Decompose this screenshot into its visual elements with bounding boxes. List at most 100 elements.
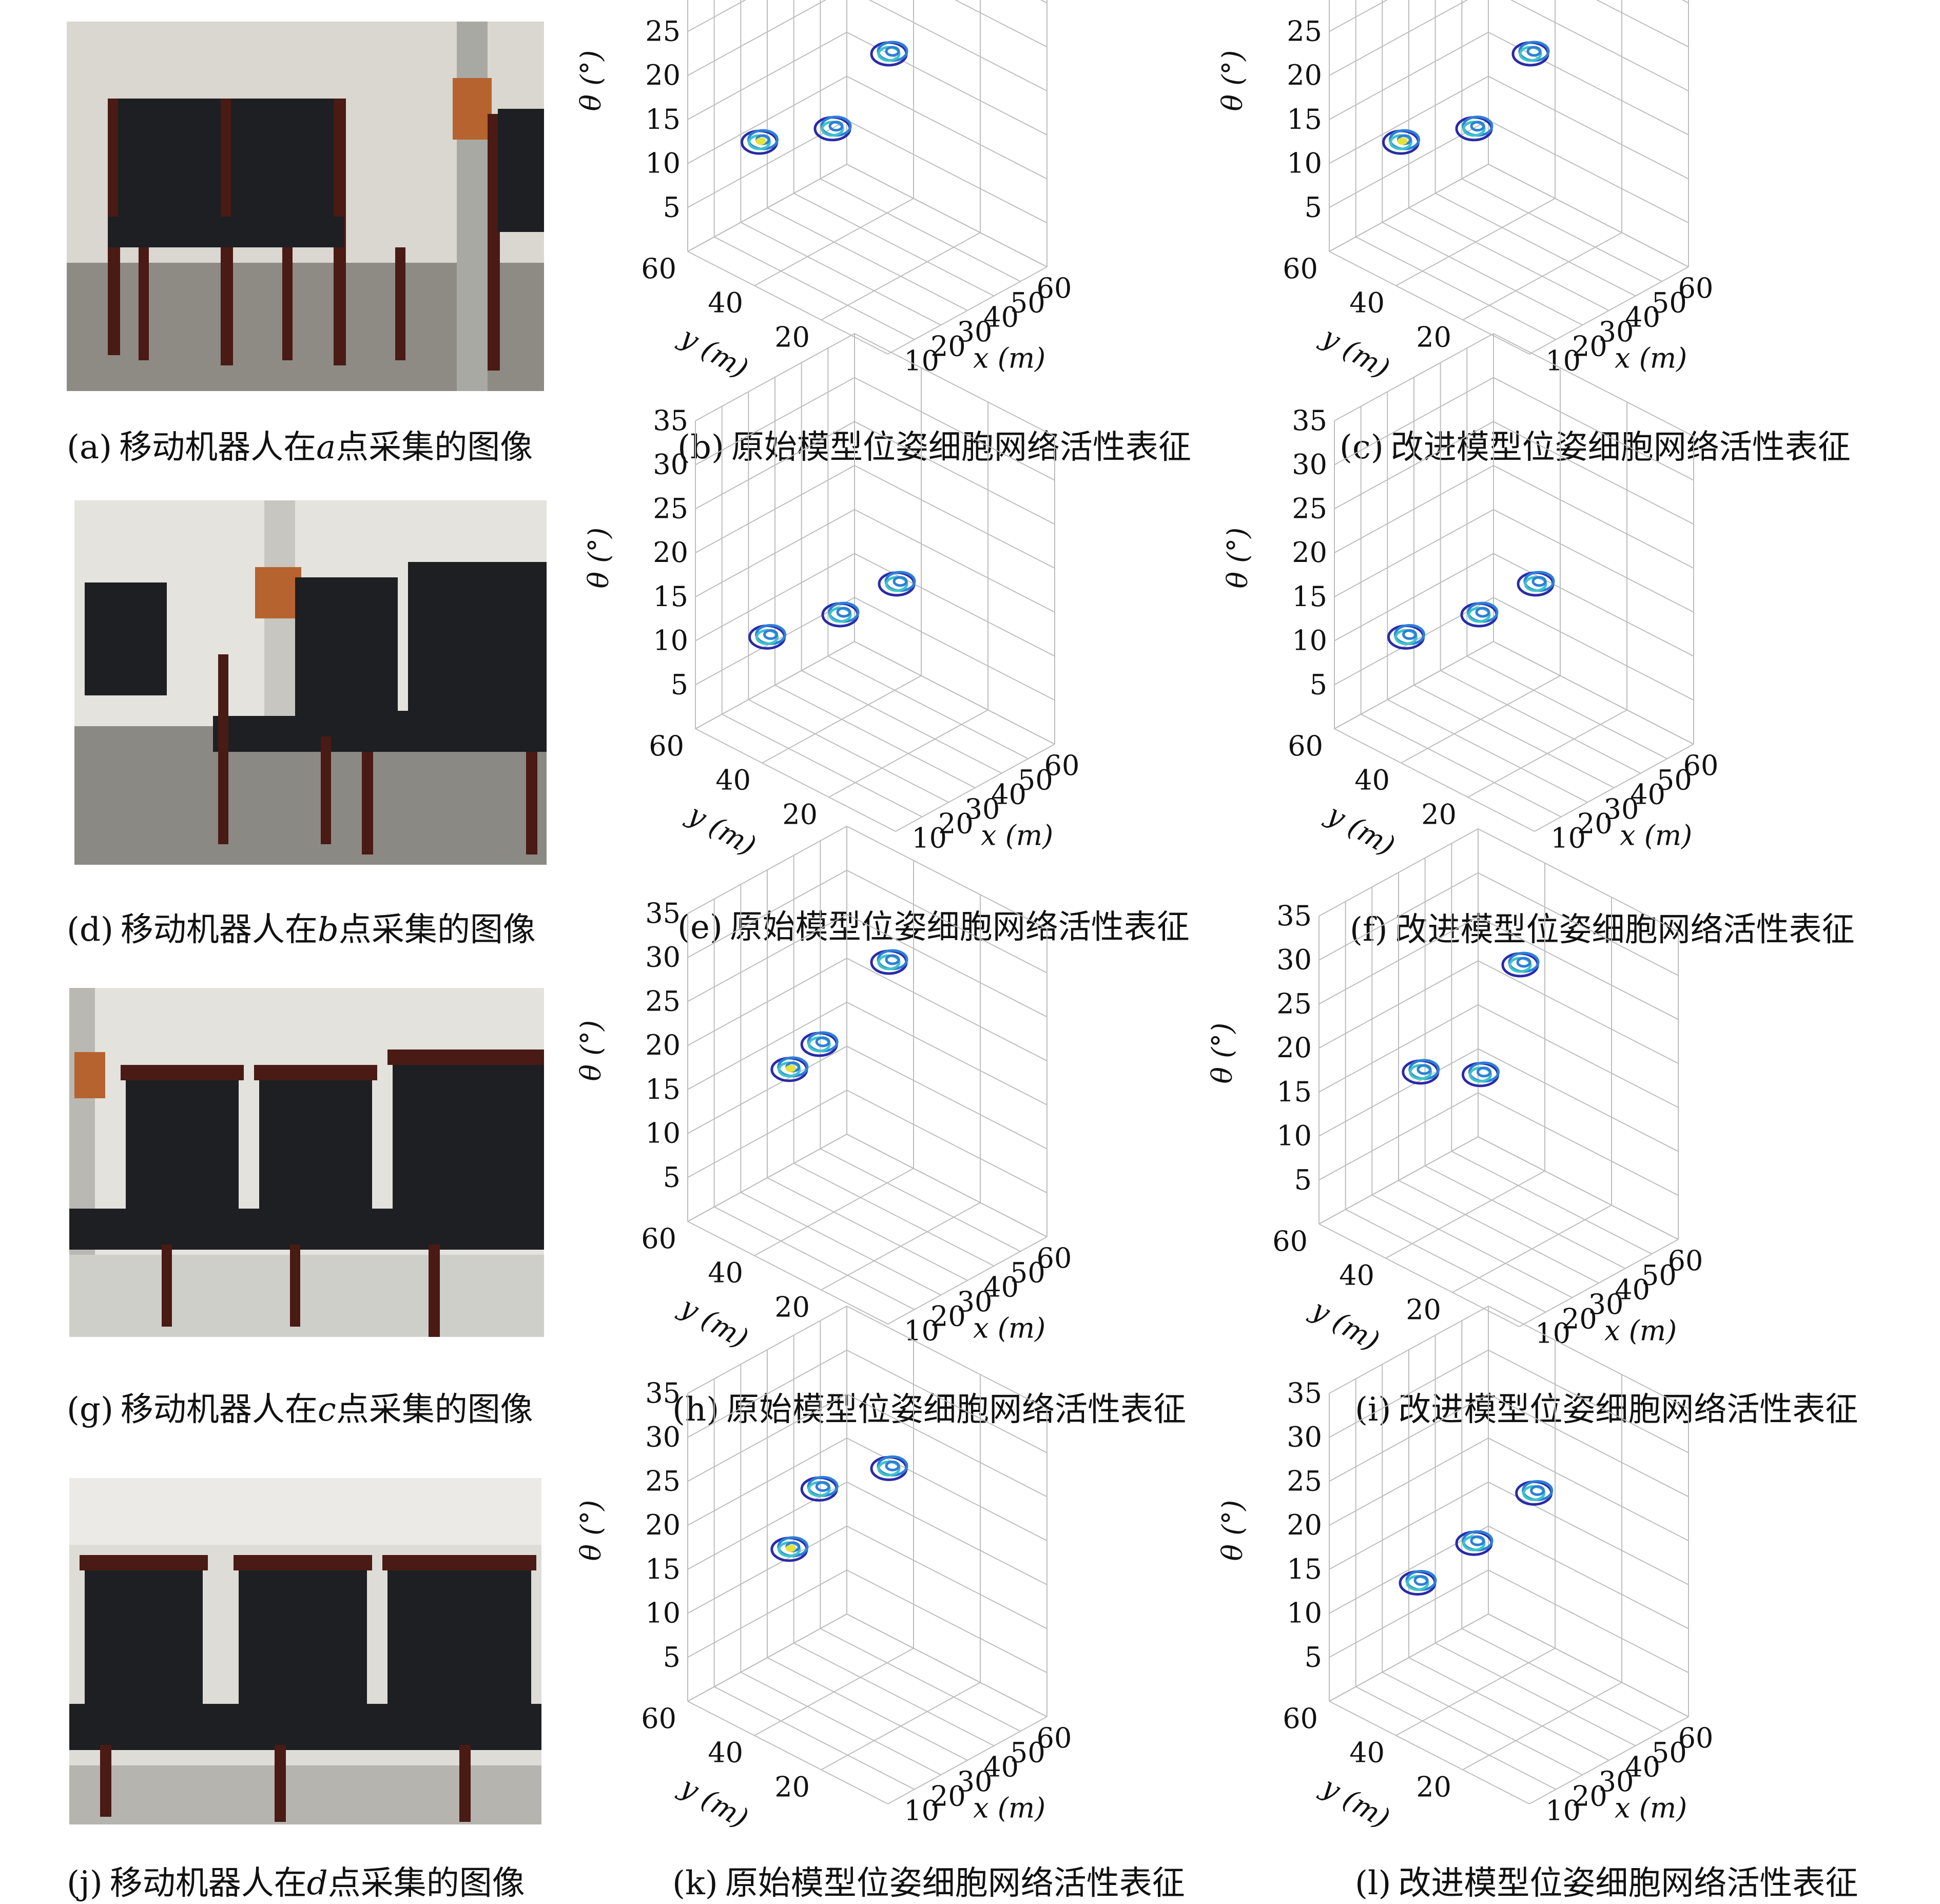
grid-line — [687, 869, 847, 958]
x-tick-label: 60 — [1037, 1242, 1072, 1274]
x-tick-label: 40 — [1625, 1751, 1660, 1783]
grid-line — [687, 0, 747, 32]
grid-line — [714, 236, 915, 340]
activity-cluster — [1501, 951, 1540, 978]
grid-line — [1478, 1004, 1679, 1108]
grid-line — [687, 1393, 847, 1482]
grid-line — [854, 377, 1055, 481]
caption-text-end: 点采集的图像 — [336, 429, 533, 467]
grid-line — [1334, 728, 1535, 832]
z-tick-label: 25 — [653, 492, 688, 524]
y-tick-label: 20 — [774, 1771, 810, 1803]
grid-line — [687, 1306, 847, 1394]
contour-ring — [1470, 121, 1485, 132]
grid-line — [1488, 120, 1689, 224]
grid-line — [1334, 465, 1494, 554]
grid-line — [1466, 655, 1667, 760]
grid-line — [767, 1657, 968, 1761]
z-axis-label: θ (°) — [1221, 528, 1254, 589]
x-tick-label: 30 — [957, 316, 993, 348]
x-tick-label: 10 — [1545, 1795, 1581, 1827]
y-tick-label: 40 — [708, 287, 743, 319]
y-tick-label: 60 — [641, 1702, 676, 1735]
grid-line — [722, 713, 923, 818]
grid-line — [1451, 1151, 1652, 1255]
grid-line — [687, 1349, 847, 1438]
activity-peak — [755, 138, 766, 145]
activity-cluster — [870, 949, 908, 975]
grid-line — [895, 744, 1055, 832]
grid-line — [801, 670, 1002, 774]
x-axis-label: x (m) — [973, 1312, 1045, 1345]
z-tick-label: 5 — [1310, 668, 1327, 701]
z-tick-label: 35 — [653, 404, 688, 437]
activity-cluster — [821, 601, 860, 628]
grid-line — [1488, 1437, 1689, 1542]
caption-tag: (d) — [67, 911, 113, 949]
grid-line — [846, 1306, 1047, 1409]
grid-line — [828, 709, 988, 798]
z-tick-label: 20 — [1276, 1032, 1312, 1064]
grid-line — [1318, 872, 1479, 961]
grid-line — [1318, 916, 1479, 1005]
z-axis-label: θ (°) — [575, 50, 607, 111]
contour-ring — [885, 46, 900, 57]
x-tick-label: 50 — [1018, 764, 1053, 796]
grid-line — [1510, 0, 1689, 92]
x-tick-label: 50 — [1641, 1259, 1677, 1291]
caption-d: (d) 移动机器人在b点采集的图像 — [67, 903, 536, 950]
grid — [1334, 333, 1694, 832]
chairs-photo — [69, 1478, 541, 1824]
grid-line — [846, 1090, 1047, 1194]
y-tick-label: 40 — [1354, 764, 1390, 796]
grid-line — [695, 641, 855, 729]
grid-line — [748, 699, 949, 803]
grid-line — [1329, 31, 1489, 120]
plot-k: 5 10 15 20 25 30 35 10 20 30 40 50 60 60 40 20 θ (°) x (m… — [575, 1306, 1221, 1860]
caption-text: 移动机器人在 — [109, 1864, 307, 1902]
grid-line — [821, 232, 981, 321]
caption-text: 原始模型位姿细胞网络活性表征 — [725, 1864, 1185, 1902]
grid-line — [1318, 1136, 1479, 1225]
activity-cluster — [1515, 1480, 1554, 1506]
x-tick-label: 10 — [904, 1315, 939, 1347]
z-tick-label: 30 — [645, 0, 681, 4]
y-axis-label: y (m) — [674, 1290, 753, 1355]
grid — [687, 1306, 1047, 1804]
x-axis-label: x (m) — [973, 342, 1045, 375]
grid-line — [854, 553, 1055, 657]
z-tick-label: 5 — [663, 1641, 681, 1673]
caption-point: b — [317, 911, 339, 949]
y-tick-label: 20 — [1416, 321, 1451, 353]
x-tick-label: 40 — [1625, 301, 1660, 334]
z-tick-label: 35 — [1276, 900, 1312, 932]
grid-line — [1408, 1657, 1609, 1761]
x-tick-label: 30 — [957, 1765, 993, 1798]
grid-line — [1519, 1239, 1679, 1327]
grid-line — [687, 1569, 847, 1658]
x-axis-label: x (m) — [973, 1792, 1045, 1824]
grid-line — [687, 1701, 888, 1804]
y-tick-label: 60 — [1272, 1225, 1308, 1257]
grid-line — [695, 333, 855, 421]
z-tick-label: 35 — [645, 1377, 681, 1409]
grid-line — [1478, 1048, 1679, 1152]
grid-line — [1398, 1180, 1599, 1284]
grid-line — [1318, 1048, 1479, 1137]
plot-f: 5 10 15 20 25 30 35 10 20 30 40 50 60 60 40 20 θ (°) x (m… — [1221, 333, 1868, 888]
x-tick-label: 50 — [1010, 1256, 1045, 1289]
grid-line — [1478, 960, 1679, 1064]
plot-i: 5 10 15 20 25 30 35 10 20 30 40 50 60 60 40 20 θ (°) x (m… — [1206, 828, 1853, 1383]
x-tick-label: 40 — [1615, 1274, 1650, 1306]
z-axis-label: θ (°) — [1216, 50, 1249, 111]
z-tick-label: 10 — [645, 1117, 681, 1150]
grid-line — [1329, 0, 1388, 32]
caption-tag: (c) — [1340, 429, 1384, 467]
x-axis-label: x (m) — [1620, 820, 1692, 852]
y-tick-label: 60 — [641, 1222, 676, 1255]
z-tick-label: 10 — [1276, 1120, 1312, 1152]
grid-line — [687, 75, 847, 164]
caption-tag: (j) — [67, 1864, 103, 1902]
